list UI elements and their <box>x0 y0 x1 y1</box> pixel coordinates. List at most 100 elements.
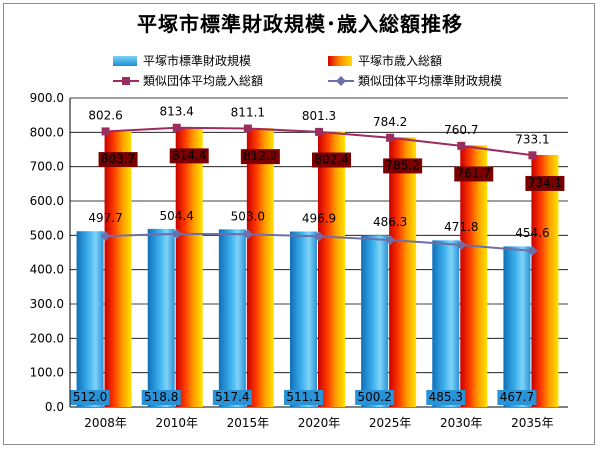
data-label-revenue-box <box>98 152 138 168</box>
data-label-similar-standard: 504.4 <box>160 209 194 223</box>
legend-swatch-revenue <box>328 55 352 66</box>
data-label-similar-revenue-text: 784.2 <box>373 115 407 129</box>
data-label-revenue-text: 812.2 <box>243 149 277 163</box>
data-label-similar-standard: 471.8 <box>444 220 478 234</box>
bar-standard-scale <box>361 235 389 407</box>
data-label-similar-revenue-text: 813.4 <box>160 105 194 119</box>
data-label-similar-standard-text: 497.7 <box>88 211 122 225</box>
data-label-revenue: 761.7 <box>454 166 494 182</box>
data-label-similar-standard: 454.6 <box>515 226 549 240</box>
data-label-similar-revenue-text: 811.1 <box>231 106 265 120</box>
x-tick-label: 2010年 <box>155 416 198 430</box>
data-label-standard-scale: 511.1 <box>284 390 323 405</box>
legend-swatch-similar-standard <box>328 75 354 86</box>
bar-revenue <box>460 145 488 407</box>
data-label-revenue-box <box>454 166 494 182</box>
similar-standard-point <box>314 231 324 242</box>
similar-standard-point <box>385 235 396 246</box>
data-label-standard-scale-text: 485.3 <box>429 390 463 404</box>
data-label-standard-scale: 517.4 <box>212 390 252 405</box>
data-label-similar-standard-text: 454.6 <box>515 226 549 240</box>
legend-item-standard-scale: 平塚市標準財政規模 <box>113 52 251 69</box>
data-label-revenue: 785.2 <box>383 158 423 174</box>
bar-revenue <box>246 128 274 408</box>
legend-label-similar-revenue: 類似団体平均歳入総額 <box>143 74 264 88</box>
data-label-standard-scale: 467.7 <box>497 390 537 405</box>
data-label-similar-standard-text: 503.0 <box>231 209 265 223</box>
data-label-similar-standard: 503.0 <box>231 209 265 223</box>
data-label-similar-standard-text: 496.9 <box>302 211 336 225</box>
data-label-standard-scale-box <box>284 390 323 405</box>
similar-revenue-point <box>172 123 181 132</box>
data-label-standard-scale-box <box>497 390 537 405</box>
x-tick-label: 2020年 <box>298 416 341 430</box>
data-label-similar-standard: 486.3 <box>373 215 407 229</box>
legend-item-revenue: 平塚市歳入総額 <box>328 52 442 69</box>
data-label-revenue-box <box>169 148 209 164</box>
data-label-revenue-text: 802.4 <box>314 153 348 167</box>
data-label-similar-revenue-text: 733.1 <box>515 132 549 146</box>
data-label-similar-standard-text: 486.3 <box>373 215 407 229</box>
bar-standard-scale <box>503 246 531 407</box>
data-label-revenue: 734.1 <box>525 175 565 191</box>
data-label-revenue: 802.4 <box>312 152 351 168</box>
data-label-similar-revenue: 784.2 <box>373 115 407 129</box>
data-label-revenue-box <box>525 175 565 191</box>
similar-revenue-point <box>386 133 395 142</box>
legend-item-similar-revenue: 類似団体平均歳入総額 <box>113 72 263 89</box>
data-label-standard-scale-text: 511.1 <box>286 390 320 404</box>
data-label-standard-scale-text: 518.8 <box>144 390 178 404</box>
legend-label-similar-standard: 類似団体平均標準財政規模 <box>358 74 503 88</box>
similar-revenue-point <box>101 127 110 136</box>
similar-revenue-point <box>315 127 323 136</box>
data-label-revenue-box <box>312 152 351 168</box>
data-label-similar-revenue-text: 760.7 <box>444 123 478 137</box>
bar-revenue <box>531 154 559 407</box>
data-label-revenue-text: 803.7 <box>101 152 135 166</box>
data-label-standard-scale: 512.0 <box>70 390 110 405</box>
data-label-standard-scale-text: 500.2 <box>357 390 391 404</box>
data-label-similar-standard: 496.9 <box>302 211 336 225</box>
data-label-similar-revenue: 802.6 <box>88 108 122 122</box>
data-label-standard-scale-text: 512.0 <box>73 390 107 404</box>
similar-standard-point <box>100 231 111 242</box>
legend-label-standard-scale: 平塚市標準財政規模 <box>143 54 252 68</box>
legend-swatch-similar-revenue <box>113 76 139 85</box>
x-tick-label: 2008年 <box>84 416 127 430</box>
data-label-standard-scale-box <box>212 390 252 405</box>
data-label-standard-scale-text: 517.4 <box>215 390 249 404</box>
y-tick-label: 100.0 <box>30 366 64 380</box>
x-tick-label: 2035年 <box>511 416 554 430</box>
data-label-revenue-text: 761.7 <box>457 166 491 180</box>
y-tick-label: 400.0 <box>30 263 64 277</box>
bar-standard-scale <box>432 240 460 407</box>
data-label-revenue-box <box>240 149 280 165</box>
data-label-similar-standard-text: 471.8 <box>444 220 478 234</box>
x-tick-label: 2025年 <box>369 416 412 430</box>
y-tick-label: 700.0 <box>30 160 64 174</box>
similar-standard-point <box>242 229 253 240</box>
data-label-similar-revenue-text: 802.6 <box>88 108 122 122</box>
legend-item-similar-standard: 類似団体平均標準財政規模 <box>328 72 502 89</box>
y-tick-label: 0.0 <box>45 400 64 414</box>
x-tick-label: 2015年 <box>227 416 270 430</box>
data-label-revenue: 803.7 <box>98 152 138 168</box>
bar-revenue <box>389 137 417 407</box>
bar-revenue <box>104 131 132 408</box>
data-label-similar-revenue: 801.3 <box>302 109 336 123</box>
bar-standard-scale <box>76 231 104 407</box>
data-label-similar-revenue: 733.1 <box>515 132 549 146</box>
data-label-standard-scale: 485.3 <box>426 390 466 405</box>
y-tick-label: 800.0 <box>30 125 64 139</box>
similar-revenue-point <box>243 124 252 133</box>
data-label-revenue-text: 734.1 <box>528 176 562 190</box>
data-label-similar-revenue: 760.7 <box>444 123 478 137</box>
bar-standard-scale <box>147 228 175 407</box>
x-tick-label: 2030年 <box>440 416 483 430</box>
bar-revenue <box>318 131 345 407</box>
data-label-similar-standard: 497.7 <box>88 211 122 225</box>
data-label-standard-scale-box <box>141 390 181 405</box>
data-label-standard-scale-box <box>355 390 395 405</box>
data-label-standard-scale-box <box>426 390 466 405</box>
data-label-revenue-box <box>383 158 423 174</box>
